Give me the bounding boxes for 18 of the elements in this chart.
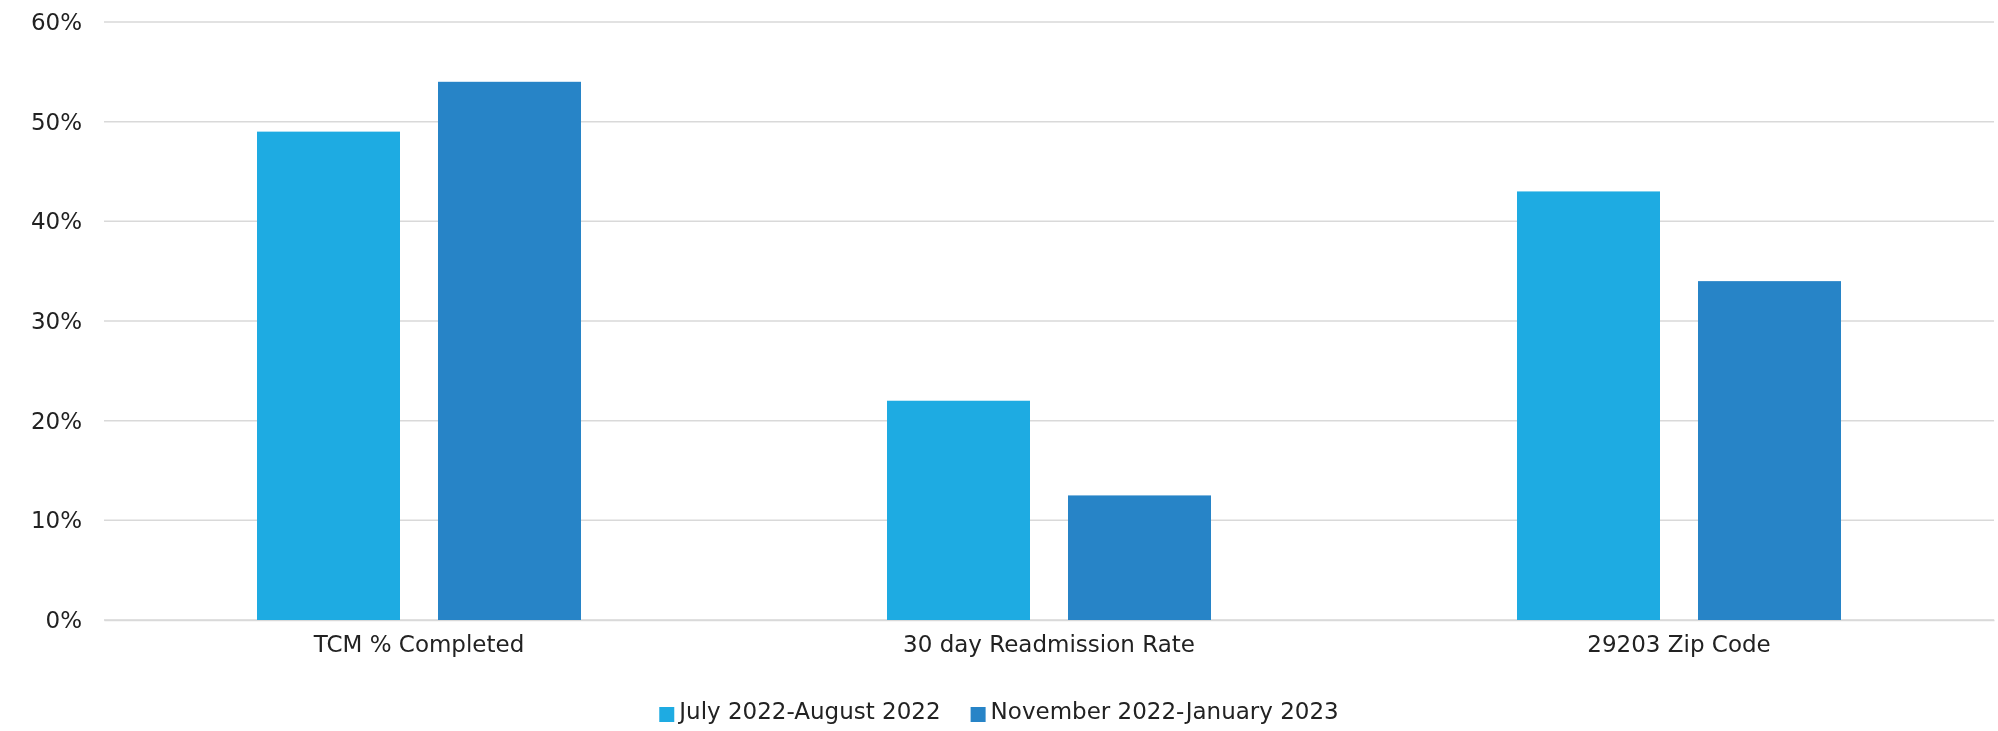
bar — [438, 81, 581, 620]
y-tick-label: 40% — [30, 208, 82, 235]
bar — [1068, 495, 1211, 620]
bar — [257, 131, 400, 620]
y-tick-label: 60% — [30, 8, 82, 35]
x-tick-label: 30 day Readmission Rate — [903, 631, 1195, 658]
x-tick-label: 29203 Zip Code — [1587, 631, 1771, 658]
y-tick-label: 10% — [30, 507, 82, 534]
bar — [887, 400, 1030, 620]
legend-label: July 2022-August 2022 — [677, 698, 941, 724]
bar — [1698, 281, 1841, 620]
y-tick-label: 20% — [30, 407, 82, 434]
y-tick-label: 0% — [45, 606, 82, 633]
legend-label: November 2022-January 2023 — [990, 698, 1339, 724]
y-tick-label: 30% — [30, 307, 82, 334]
bar — [1517, 191, 1660, 620]
y-tick-label: 50% — [30, 108, 82, 135]
x-tick-label: TCM % Completed — [312, 631, 525, 658]
